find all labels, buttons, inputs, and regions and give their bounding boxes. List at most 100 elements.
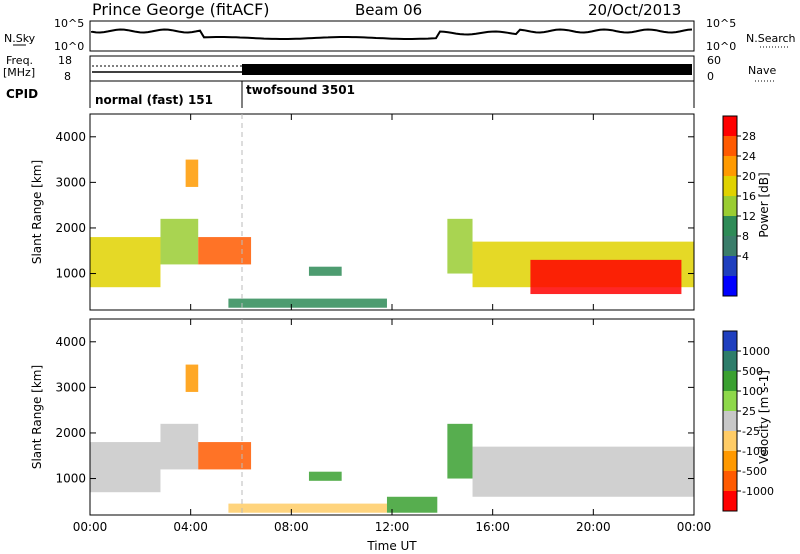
noise-panel-frame <box>89 20 695 52</box>
xtick-label-2: 08:00 <box>274 520 309 534</box>
cpid-segment-1: normal (fast) 151 <box>95 93 213 107</box>
ytick-label-0-0: 1000 <box>55 267 86 281</box>
velocity-region-group <box>90 364 694 513</box>
velocity-region-1 <box>160 423 199 470</box>
colorbar-tick-label-1-3: 25 <box>742 405 756 418</box>
nsky-top-tick: 10^5 <box>54 17 84 30</box>
power-xticks <box>89 114 695 310</box>
colorbar-swatch-0-7 <box>723 256 737 276</box>
nsearch-label: N.Search <box>746 32 796 45</box>
noise-panel: N.Sky 10^5 10^0 10^5 10^0 N.Search <box>4 17 796 53</box>
cpid-label: CPID <box>6 87 38 101</box>
power-region-4 <box>308 266 342 276</box>
power-region-2 <box>185 159 199 187</box>
nsky-trace <box>91 28 693 40</box>
velocity-region-0 <box>90 442 161 493</box>
colorbar-swatch-0-4 <box>723 196 737 216</box>
colorbar-swatch-0-2 <box>723 156 737 176</box>
power-yticks: 1000 2000 3000 4000 <box>55 130 694 281</box>
colorbar-swatch-0-5 <box>723 216 737 236</box>
freq-label: Freq. <box>6 54 33 67</box>
colorbar-tick-label-0-2: 20 <box>742 170 756 183</box>
power-region-5 <box>228 298 387 308</box>
colorbar-swatch-1-0 <box>723 331 737 351</box>
xtick-label-6: 00:00 <box>677 520 712 534</box>
colorbar-frame-1 <box>722 330 738 512</box>
colorbar-tick-label-1-2: 100 <box>742 385 763 398</box>
power-colorbar-label: Power [dB] <box>757 172 771 237</box>
velocity-region-7 <box>447 423 473 479</box>
nave-top-tick: 60 <box>707 54 721 67</box>
power-colorbar: 28 24 20 16 12 8 4 <box>722 115 756 297</box>
ytick-label-0-3: 4000 <box>55 130 86 144</box>
velocity-region-4 <box>308 471 342 481</box>
nsearch-top-tick: 10^5 <box>706 17 736 30</box>
colorbar-swatch-1-4 <box>723 411 737 431</box>
velocity-region-6 <box>386 496 438 513</box>
velocity-region-8 <box>472 446 694 497</box>
colorbar-tick-label-0-5: 8 <box>742 230 749 243</box>
velocity-region-5 <box>228 503 387 513</box>
colorbar-swatch-0-6 <box>723 236 737 256</box>
colorbar-swatch-0-1 <box>723 136 737 156</box>
xtick-label-5: 20:00 <box>576 520 611 534</box>
colorbar-tick-label-0-1: 24 <box>742 150 756 163</box>
power-region-6 <box>447 218 473 274</box>
station-title: Prince George (fitACF) <box>92 0 270 19</box>
velocity-xticks: 00:00 04:00 08:00 12:00 16:00 20:00 00:00 <box>73 319 712 534</box>
colorbar-tick-label-0-3: 16 <box>742 190 756 203</box>
velocity-region-2 <box>185 364 199 392</box>
colorbar-tick-label-1-6: -500 <box>742 465 767 478</box>
nave-label: Nave <box>748 64 776 77</box>
velocity-ylabel: Slant Range [km] <box>30 365 44 469</box>
ytick-label-1-2: 3000 <box>55 380 86 394</box>
colorbar-tick-label-1-4: -25 <box>742 425 760 438</box>
ytick-label-1-0: 1000 <box>55 472 86 486</box>
cpid-panel: CPID normal (fast) 151 twofsound 3501 <box>6 81 695 108</box>
power-region-1 <box>160 218 199 265</box>
nsearch-bottom-tick: 10^0 <box>706 40 736 53</box>
power-ylabel: Slant Range [km] <box>30 160 44 264</box>
xtick-label-0: 00:00 <box>73 520 108 534</box>
colorbar-swatch-0-8 <box>723 276 737 296</box>
colorbar-tick-label-1-1: 500 <box>742 365 763 378</box>
x-axis-label: Time UT <box>366 539 417 553</box>
power-region-group <box>90 159 694 308</box>
colorbar-swatch-1-5 <box>723 431 737 451</box>
power-region-3 <box>198 237 252 265</box>
velocity-yticks: 1000 2000 3000 4000 <box>55 335 694 486</box>
ytick-label-1-1: 2000 <box>55 426 86 440</box>
ytick-label-0-2: 3000 <box>55 175 86 189</box>
freq-unit: [MHz] <box>3 66 35 79</box>
freq-top-tick: 18 <box>58 54 72 67</box>
ytick-label-0-1: 2000 <box>55 221 86 235</box>
colorbar-tick-label-0-4: 12 <box>742 210 756 223</box>
ytick-label-1-3: 4000 <box>55 335 86 349</box>
velocity-colorbar: 1000 500 100 25 -25 -100 -500 -1000 <box>722 330 774 512</box>
date-label: 20/Oct/2013 <box>588 1 681 19</box>
power-region-0 <box>90 237 161 288</box>
colorbar-swatch-1-1 <box>723 351 737 371</box>
colorbar-swatch-1-3 <box>723 391 737 411</box>
freq-trace-after <box>242 64 692 75</box>
xtick-label-3: 12:00 <box>375 520 410 534</box>
cpid-segment-2: twofsound 3501 <box>246 83 355 97</box>
velocity-panel: 1000 2000 3000 4000 00:00 04:00 08:00 12:00 16:… <box>30 318 774 534</box>
colorbar-swatch-1-7 <box>723 471 737 491</box>
xtick-label-1: 04:00 <box>173 520 208 534</box>
colorbar-swatch-0-0 <box>723 116 737 136</box>
power-panel: 1000 2000 3000 4000 Slant Range [km] 28 24 20… <box>30 113 771 311</box>
colorbar-tick-label-1-7: -1000 <box>742 485 774 498</box>
velocity-colorbar-label: Velocity [m s-1] <box>757 370 771 464</box>
colorbar-swatch-1-6 <box>723 451 737 471</box>
colorbar-frame-0 <box>722 115 738 297</box>
power-region-8 <box>530 259 682 295</box>
xtick-label-4: 16:00 <box>475 520 510 534</box>
nave-bottom-tick: 0 <box>707 70 714 83</box>
colorbar-tick-label-1-0: 1000 <box>742 345 770 358</box>
freq-bottom-tick: 8 <box>64 70 71 83</box>
colorbar-tick-label-1-5: -100 <box>742 445 767 458</box>
colorbar-swatch-0-3 <box>723 176 737 196</box>
colorbar-swatch-1-2 <box>723 371 737 391</box>
